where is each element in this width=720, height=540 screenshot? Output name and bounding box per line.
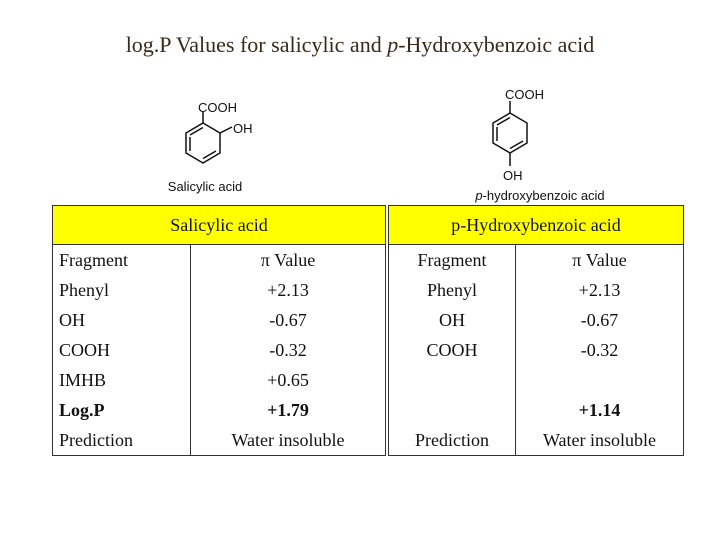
table-row: COOH -0.32 [52,335,386,365]
table-cell: Phenyl [52,275,191,305]
bond [202,150,217,160]
table-cell: -0.67 [190,305,386,335]
table-cell: OH [52,305,191,335]
structure-caption: Salicylic acid [168,179,242,194]
table-cell: Water insoluble [515,425,684,456]
hydroxybenzoic-structure [492,101,528,166]
table-cell: +0.65 [190,365,386,395]
table-cell: Prediction [52,425,191,456]
table-row: Fragment π Value [52,244,386,275]
table-cell: Fragment [52,244,191,275]
table-row: Phenyl +2.13 [388,275,684,305]
table-cell: Prediction [388,425,516,456]
bond [189,126,204,136]
benzene-ring [185,122,221,164]
table-row: IMHB +0.65 [52,365,386,395]
group-label: COOH [505,87,544,102]
table-cell: Phenyl [388,275,516,305]
table-row: OH -0.67 [52,305,386,335]
bond [496,116,511,126]
caption-text: -hydroxybenzoic acid [483,188,605,203]
title-text: p [387,32,399,57]
table-cell: IMHB [52,365,191,395]
group-label: OH [503,168,523,183]
bond [219,126,233,134]
table-row: Fragment π Value [388,244,684,275]
data-table: p-Hydroxybenzoic acid Fragment π Value Phen… [388,205,684,456]
table-cell: π Value [515,244,684,275]
table-cell: +2.13 [515,275,684,305]
structure-caption: p-hydroxybenzoic acid [474,188,604,203]
title-text: -Hydroxybenzoic acid [398,32,595,57]
table-cell: COOH [52,335,191,365]
table-header: p-Hydroxybenzoic acid [388,205,684,245]
table-cell: -0.32 [190,335,386,365]
table-row: Prediction Water insoluble [52,425,386,456]
table-row: Phenyl +2.13 [52,275,386,305]
caption-text: p [474,188,482,203]
slide-title: log.P Values for salicylic and p-Hydroxy… [0,32,720,58]
header-row: Salicylic acid [52,205,386,245]
table-cell: Water insoluble [190,425,386,456]
table-cell: Fragment [388,244,516,275]
group-label: OH [233,121,253,136]
bond [509,140,524,150]
table-row: +1.14 [388,395,684,425]
table-cell: OH [388,305,516,335]
header-row: p-Hydroxybenzoic acid [388,205,684,245]
table-row [388,365,684,395]
table-row: Log.P +1.79 [52,395,386,425]
table-cell: +1.79 [190,395,386,425]
table-cell: Log.P [52,395,191,425]
table-cell: +2.13 [190,275,386,305]
table-cell [388,395,516,425]
group-label: COOH [198,100,237,115]
table-cell: COOH [388,335,516,365]
table-header: Salicylic acid [52,205,386,245]
table-row: COOH -0.32 [388,335,684,365]
table-cell: -0.67 [515,305,684,335]
benzene-ring [492,112,528,154]
table-cell: π Value [190,244,386,275]
table-cell: -0.32 [515,335,684,365]
table-cell [388,365,516,395]
structures: COOH OH Salicylic acid COOH OH p-hydroxy… [168,87,605,203]
data-table: Salicylic acid Fragment π Value Phenyl +2.13… [52,205,386,456]
table-row: OH -0.67 [388,305,684,335]
salicylic-structure [185,112,233,164]
table-cell [515,365,684,395]
table-cell: +1.14 [515,395,684,425]
title-text: log.P Values for salicylic and [125,32,388,57]
table-row: Prediction Water insoluble [388,425,684,456]
